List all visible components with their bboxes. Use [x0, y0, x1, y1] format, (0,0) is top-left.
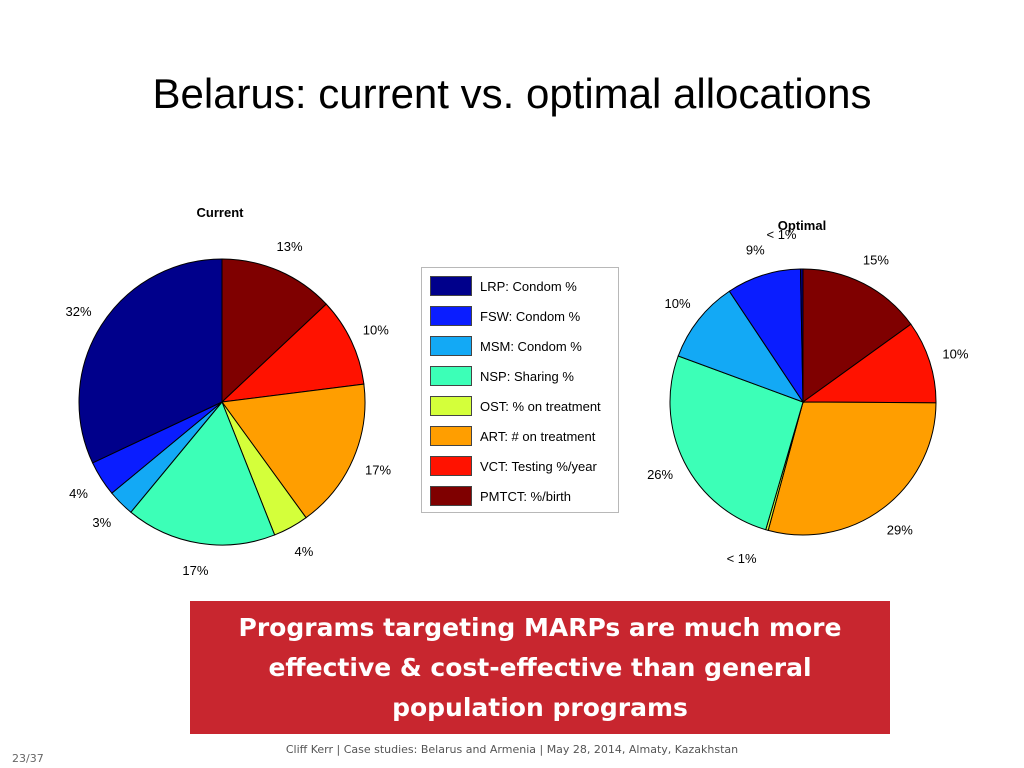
pie-slice: [130, 401, 276, 546]
legend-swatch: [430, 276, 472, 296]
callout-box: Programs targeting MARPs are much more e…: [190, 601, 890, 734]
legend-item: FSW: Condom %: [430, 305, 580, 327]
legend-swatch: [430, 456, 472, 476]
legend-label: VCT: Testing %/year: [480, 458, 597, 474]
legend-swatch: [430, 336, 472, 356]
legend-label: FSW: Condom %: [480, 308, 581, 324]
legend-item: VCT: Testing %/year: [430, 455, 597, 477]
pie-title: Optimal: [778, 218, 826, 233]
pie-slice-label: 9%: [746, 242, 765, 257]
chart-legend: LRP: Condom % FSW: Condom % MSM: Condom % N…: [421, 267, 619, 513]
pie-slice-label: 15%: [863, 253, 889, 268]
legend-label: OST: % on treatment: [480, 398, 601, 414]
pie-slice-label: < 1%: [767, 227, 797, 242]
page-number: 23/37: [12, 752, 44, 765]
pie-slice-label: 13%: [276, 239, 302, 254]
legend-swatch: [430, 486, 472, 506]
legend-swatch: [430, 396, 472, 416]
pie-slice-label: 4%: [295, 544, 314, 559]
pie-slice-label: 3%: [92, 515, 111, 530]
callout-text: Programs targeting MARPs are much more e…: [238, 612, 842, 722]
legend-item: ART: # on treatment: [430, 425, 595, 447]
pie-slice-label: 26%: [647, 467, 673, 482]
pie-slice-label: 10%: [942, 346, 968, 361]
pie-chart-current: Current 13% 10% 17% 4% 17% 3% 4% 32%: [65, 205, 391, 578]
legend-item: PMTCT: %/birth: [430, 485, 571, 507]
slide-title: Belarus: current vs. optimal allocations: [152, 70, 872, 117]
legend-label: NSP: Sharing %: [480, 368, 574, 384]
legend-swatch: [430, 366, 472, 386]
pie-slice-label: < 1%: [727, 551, 757, 566]
pie-slice: [220, 303, 365, 403]
pie-slice: [221, 258, 327, 404]
pie-slice-label: 17%: [365, 463, 391, 478]
pie-slice-label: 17%: [182, 563, 208, 578]
pie-title: Current: [197, 205, 245, 220]
legend-item: OST: % on treatment: [430, 395, 601, 417]
pie-slice-label: 4%: [69, 486, 88, 501]
pie-slice-label: 29%: [887, 522, 913, 537]
legend-label: MSM: Condom %: [480, 338, 582, 354]
pie-slice: [669, 355, 804, 531]
legend-item: NSP: Sharing %: [430, 365, 574, 387]
footer-text: Cliff Kerr | Case studies: Belarus and A…: [285, 743, 739, 756]
pie-slice-label: 32%: [65, 304, 91, 319]
legend-swatch: [430, 426, 472, 446]
pie-slice: [78, 258, 223, 464]
legend-item: LRP: Condom %: [430, 275, 577, 297]
legend-swatch: [430, 306, 472, 326]
legend-label: PMTCT: %/birth: [480, 488, 572, 504]
pie-slice: [677, 290, 805, 403]
legend-item: MSM: Condom %: [430, 335, 582, 357]
pie-slice: [799, 268, 804, 403]
pie-slice-label: 10%: [363, 323, 389, 338]
pie-slice-label: 10%: [664, 296, 690, 311]
pie-slice: [221, 383, 366, 519]
pie-slice: [801, 323, 937, 404]
legend-label: LRP: Condom %: [480, 278, 577, 294]
legend-label: ART: # on treatment: [480, 428, 596, 444]
pie-slice: [802, 268, 912, 403]
pie-slice: [767, 401, 937, 536]
